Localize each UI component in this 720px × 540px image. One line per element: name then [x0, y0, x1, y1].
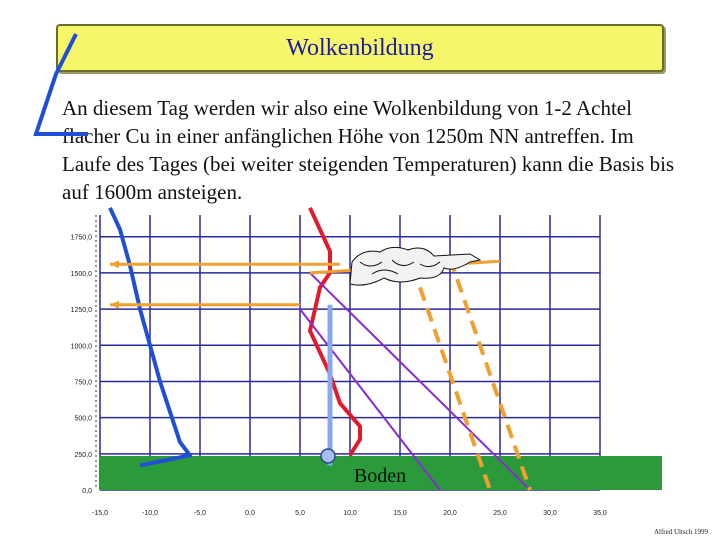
chart-grid [95, 215, 601, 491]
dry-adiabat-line [309, 272, 531, 491]
dashed-adiabat-line [448, 257, 532, 491]
dashed-adiabat-line [418, 286, 492, 491]
chart-series [108, 206, 532, 491]
x-axis: -15,0 -10,0 -5,0 0,0 5,0 10,0 15,0 20,0 25,0 30,0… [92, 510, 607, 517]
x-tick-label: 30,0 [543, 510, 557, 517]
ground-bar [100, 456, 662, 490]
title-box: Wolkenbildung [56, 24, 664, 72]
arrow-head [110, 300, 119, 309]
y-tick-label: 250,0 [74, 452, 92, 459]
y-tick-label: 750,0 [74, 379, 92, 386]
x-tick-label: 0,0 [245, 510, 255, 517]
temperature-curve [308, 206, 362, 457]
y-tick-label: 1500,0 [71, 271, 93, 278]
x-tick-label: 10,0 [343, 510, 357, 517]
x-tick-label: 20,0 [443, 510, 457, 517]
x-tick-label: 25,0 [493, 510, 507, 517]
x-tick-label: 5,0 [295, 510, 305, 517]
x-tick-label: 15,0 [393, 510, 407, 517]
page-title: Wolkenbildung [286, 34, 434, 61]
y-tick-label: 1250,0 [71, 307, 93, 314]
dewpoint-curve [108, 206, 192, 468]
y-tick-label: 1750,0 [71, 235, 93, 242]
x-tick-label: -10,0 [142, 510, 158, 517]
y-tick-label: 0,0 [82, 488, 92, 495]
x-tick-label: -5,0 [194, 510, 206, 517]
arrow-head [110, 260, 119, 269]
x-tick-label: -15,0 [92, 510, 108, 517]
author-credit: Alfred Ultsch 1999 [653, 528, 708, 536]
y-axis: 0,0 250,0 500,0 750,0 1000,0 1250,0 1500,0 1750… [71, 235, 93, 495]
ground-label: Boden [354, 465, 406, 487]
y-tick-label: 500,0 [74, 416, 92, 423]
cloud-icon [349, 246, 482, 286]
dry-adiabat-line [299, 308, 441, 491]
x-tick-label: 35,0 [593, 510, 607, 517]
y-tick-label: 1000,0 [71, 343, 93, 350]
sidebar-bracket [33, 33, 88, 136]
body-text: An diesem Tag werden wir also eine Wolke… [62, 96, 675, 204]
parcel-start-marker [320, 448, 336, 464]
